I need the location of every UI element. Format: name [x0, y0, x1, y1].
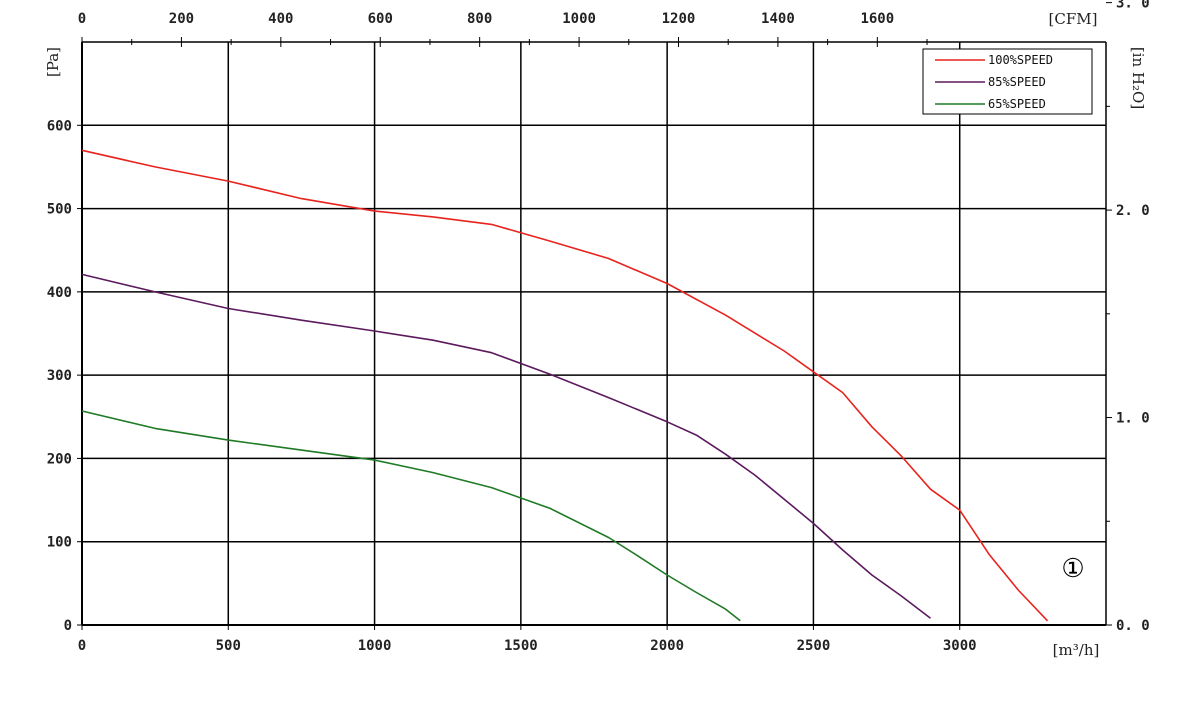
- x-secondary-tick-label: 400: [268, 11, 293, 27]
- legend-label: 85%SPEED: [988, 75, 1046, 89]
- x-tick-label: 1000: [358, 638, 392, 654]
- x-secondary-tick-label: 1600: [860, 11, 894, 27]
- curve-marker-annotation: ①: [1061, 554, 1084, 584]
- x-tick-label: 2000: [650, 638, 684, 654]
- y-tick-label: 400: [47, 285, 72, 301]
- legend: 100%SPEED 85%SPEED 65%SPEED: [922, 48, 1093, 115]
- y-secondary-tick-label: 0. 0: [1116, 618, 1150, 634]
- y-tick-label: 200: [47, 451, 72, 467]
- y-tick-label: 100: [47, 535, 72, 551]
- legend-label: 100%SPEED: [988, 53, 1053, 67]
- y-tick-label: 0: [64, 618, 72, 634]
- x-secondary-tick-label: 200: [169, 11, 194, 27]
- y-secondary-tick-label: 2. 0: [1116, 203, 1150, 219]
- x-secondary-tick-label: 1400: [761, 11, 795, 27]
- x-tick-label: 3000: [943, 638, 977, 654]
- series-lines: [81, 149, 1049, 622]
- x-secondary-tick-label: 600: [368, 11, 393, 27]
- x-axis-unit-label: [m³/h]: [1053, 641, 1100, 659]
- y-secondary-tick-label: 1. 0: [1116, 411, 1150, 427]
- x-secondary-tick-label: 800: [467, 11, 492, 27]
- y-tick-label: 600: [47, 118, 72, 134]
- y-axis-unit-label: [Pa]: [44, 47, 62, 77]
- y-secondary-tick-label: 3. 0: [1116, 0, 1150, 12]
- y-secondary-axis-unit-label: [in H₂O]: [1129, 47, 1147, 109]
- grid: [82, 42, 1106, 625]
- y-tick-label: 500: [47, 202, 72, 218]
- y-tick-label: 300: [47, 368, 72, 384]
- x-tick-label: 2500: [797, 638, 831, 654]
- axes: 0 500 1000 1500 2000 2500 30000100200300400500…: [47, 0, 1150, 654]
- x-secondary-axis-unit-label: [CFM]: [1049, 10, 1098, 28]
- x-secondary-tick-label: 0: [78, 11, 86, 27]
- legend-label: 65%SPEED: [988, 97, 1046, 111]
- x-tick-label: 500: [216, 638, 241, 654]
- series-line-100-speed: [81, 149, 1049, 622]
- x-secondary-tick-label: 1000: [562, 11, 596, 27]
- series-line-65-speed: [81, 410, 741, 622]
- x-secondary-tick-label: 1200: [662, 11, 696, 27]
- x-tick-label: 1500: [504, 638, 538, 654]
- series-line-85-speed: [81, 273, 931, 619]
- x-tick-label: 0: [78, 638, 86, 654]
